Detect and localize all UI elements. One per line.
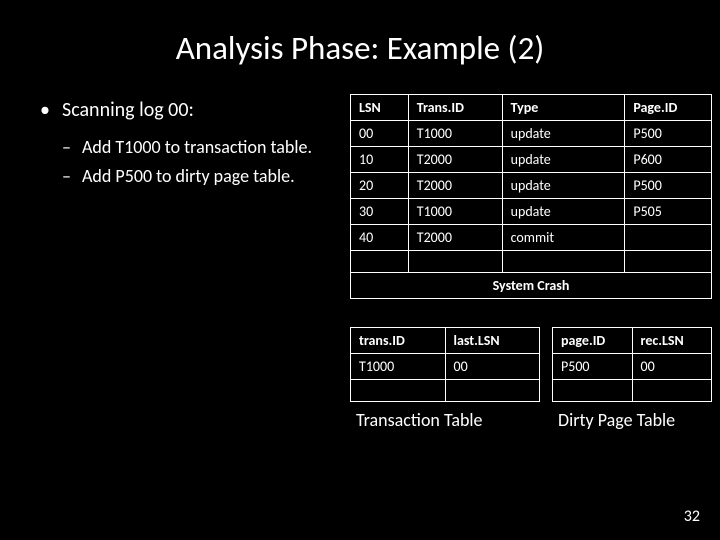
empty-row — [553, 380, 712, 402]
table-row: 20 T2000 update P500 — [351, 173, 712, 199]
table-row: 10 T2000 update P600 — [351, 147, 712, 173]
empty-row — [351, 251, 712, 273]
sub-item-2: Add P500 to dirty page table. — [40, 165, 330, 188]
slide-number: 32 — [684, 507, 700, 526]
log-header-transid: Trans.ID — [408, 95, 502, 121]
slide-title: Analysis Phase: Example (2) — [0, 0, 720, 88]
right-column: LSN Trans.ID Type Page.ID 00 T1000 updat… — [350, 88, 712, 431]
log-header-pageid: Page.ID — [625, 95, 712, 121]
bullet-main: Scanning log 00: — [40, 98, 330, 122]
empty-row — [351, 380, 540, 402]
transaction-table: trans.ID last.LSN T1000 00 — [350, 327, 540, 402]
bottom-tables: trans.ID last.LSN T1000 00 page.ID — [350, 327, 712, 402]
table-row: T1000 00 — [351, 354, 540, 380]
dirty-page-table: page.ID rec.LSN P500 00 — [552, 327, 712, 402]
sub-item-1: Add T1000 to transaction table. — [40, 136, 330, 159]
dirty-page-table-label: Dirty Page Table — [552, 410, 712, 431]
transaction-table-label: Transaction Table — [350, 410, 540, 431]
dirty-header-row: page.ID rec.LSN — [553, 328, 712, 354]
log-header-row: LSN Trans.ID Type Page.ID — [351, 95, 712, 121]
table-row: P500 00 — [553, 354, 712, 380]
table-row: 00 T1000 update P500 — [351, 121, 712, 147]
log-header-type: Type — [502, 95, 625, 121]
log-table: LSN Trans.ID Type Page.ID 00 T1000 updat… — [350, 94, 712, 299]
system-crash-row: System Crash — [351, 273, 712, 299]
left-column: Scanning log 00: Add T1000 to transactio… — [40, 88, 330, 431]
content-area: Scanning log 00: Add T1000 to transactio… — [0, 88, 720, 431]
table-row: 40 T2000 commit — [351, 225, 712, 251]
log-header-lsn: LSN — [351, 95, 409, 121]
trans-header-row: trans.ID last.LSN — [351, 328, 540, 354]
table-row: 30 T1000 update P505 — [351, 199, 712, 225]
table-labels: Transaction Table Dirty Page Table — [350, 410, 712, 431]
